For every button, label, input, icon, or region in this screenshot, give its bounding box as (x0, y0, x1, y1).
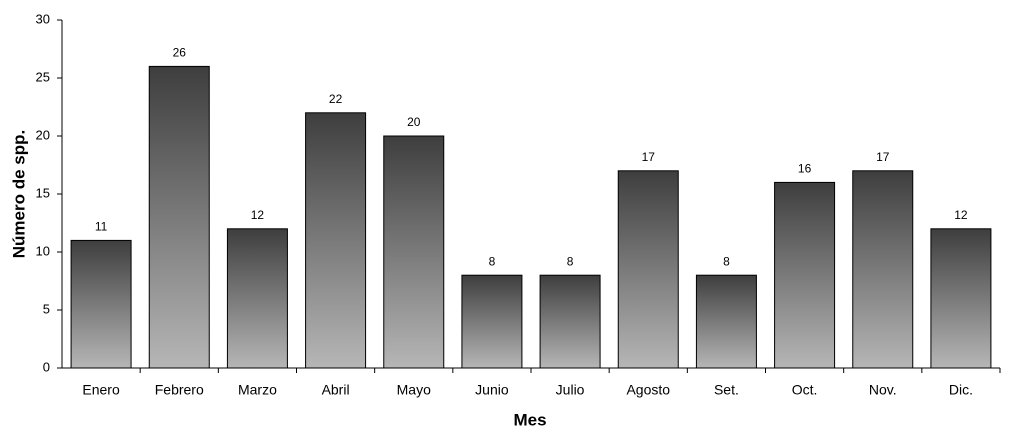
bar (226, 228, 288, 369)
x-tick-label: Abril (322, 382, 350, 398)
data-label: 8 (489, 254, 496, 268)
x-tick-label: Febrero (155, 382, 204, 398)
bar (930, 228, 992, 369)
x-tick-label: Junio (475, 382, 509, 398)
data-label: 16 (798, 162, 812, 176)
x-tick-label: Agosto (626, 382, 670, 398)
x-axis-title: Mes (513, 410, 546, 429)
y-tick-label: 20 (36, 127, 50, 142)
x-tick-label: Enero (82, 382, 120, 398)
data-label: 17 (876, 150, 890, 164)
data-label: 26 (173, 46, 187, 60)
bar (539, 274, 601, 369)
y-axis-title: Número de spp. (9, 130, 28, 258)
x-tick-label: Julio (556, 382, 585, 398)
bar (70, 239, 132, 369)
data-label: 22 (329, 92, 343, 106)
data-label: 12 (954, 208, 968, 222)
data-label: 12 (251, 208, 265, 222)
data-label: 17 (642, 150, 656, 164)
x-tick-label: Mayo (397, 382, 431, 398)
x-tick-label: Oct. (792, 382, 818, 398)
y-tick-label: 15 (36, 185, 50, 200)
bar (852, 170, 914, 369)
data-label: 8 (723, 254, 730, 268)
y-tick-label: 30 (36, 11, 50, 26)
bar (695, 274, 757, 369)
bar (148, 65, 210, 369)
y-tick-label: 0 (43, 359, 50, 374)
y-tick-label: 5 (43, 301, 50, 316)
x-tick-label: Set. (714, 382, 739, 398)
bar (383, 135, 445, 369)
data-label: 8 (567, 254, 574, 268)
data-label: 11 (95, 220, 108, 234)
bar (774, 181, 836, 369)
x-tick-label: Nov. (869, 382, 897, 398)
y-tick-label: 25 (36, 69, 50, 84)
y-tick-label: 10 (36, 243, 50, 258)
x-tick-label: Dic. (949, 382, 973, 398)
bar (617, 170, 679, 369)
bar (305, 112, 367, 369)
x-tick-label: Marzo (238, 382, 277, 398)
data-label: 20 (407, 115, 421, 129)
bar (461, 274, 523, 369)
